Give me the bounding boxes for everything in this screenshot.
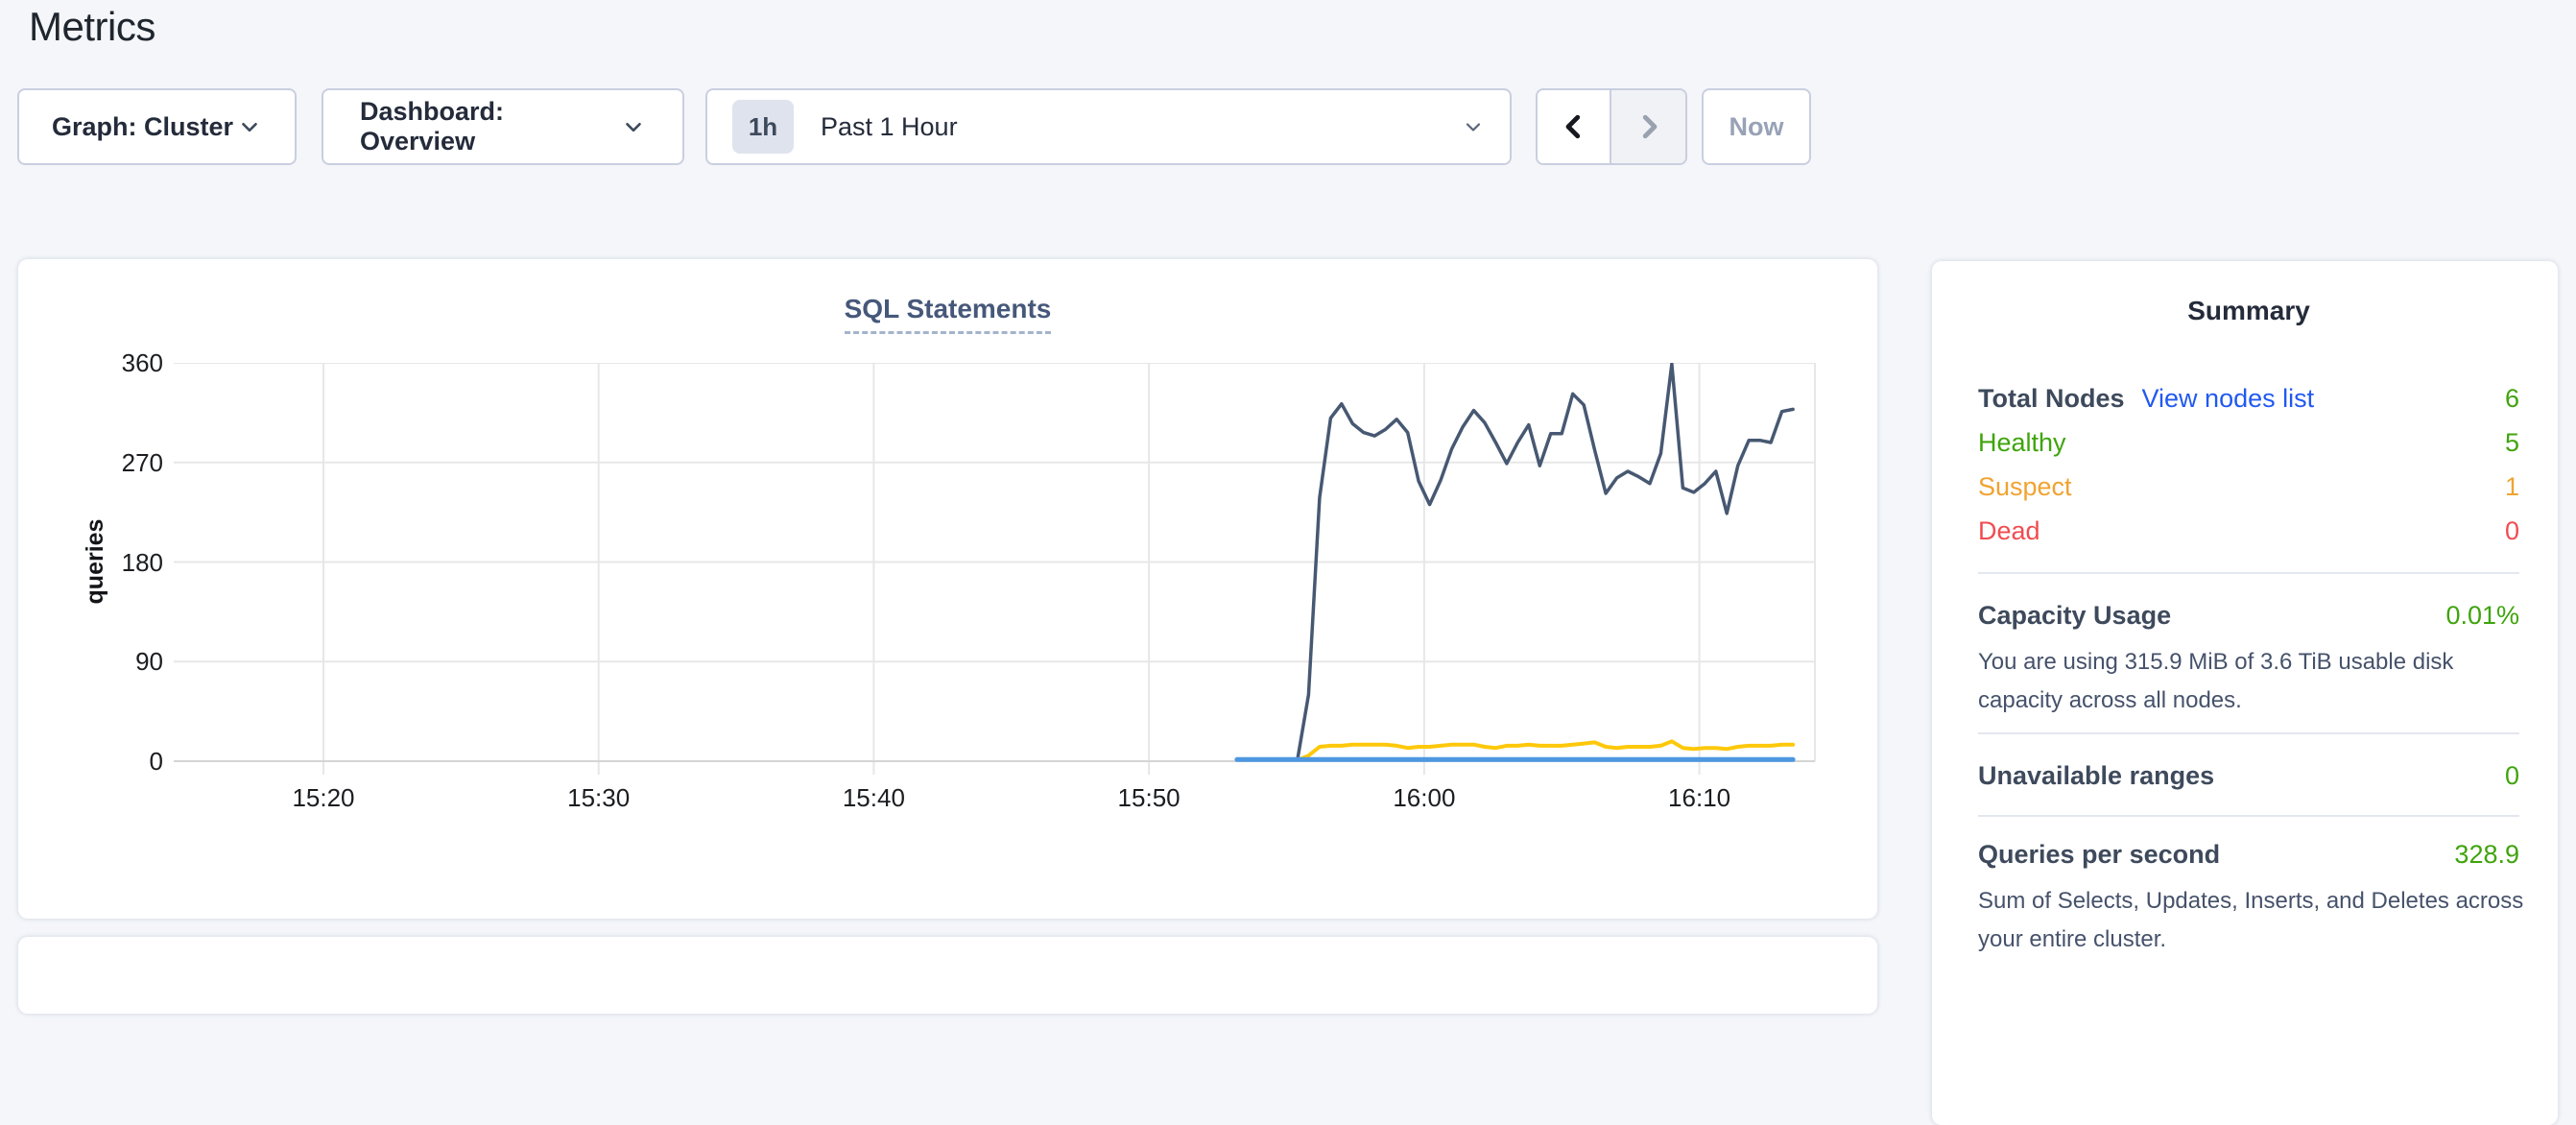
- x-tick-label: 15:40: [842, 783, 905, 812]
- divider: [1978, 815, 2519, 817]
- graph-dropdown-label: Graph: Cluster: [52, 111, 234, 141]
- chevron-left-icon: [1557, 109, 1591, 144]
- capacity-label: Capacity Usage: [1978, 601, 2172, 630]
- chevron-right-icon: [1632, 109, 1666, 144]
- time-range-label: Past 1 Hour: [821, 111, 958, 141]
- divider: [1978, 572, 2519, 574]
- qps-label: Queries per second: [1978, 840, 2221, 869]
- now-button-label: Now: [1729, 111, 1784, 141]
- y-tick-label: 90: [135, 647, 163, 677]
- line-chart-svg: [174, 363, 1816, 775]
- next-time-button[interactable]: [1611, 90, 1685, 163]
- page-title: Metrics: [29, 4, 155, 49]
- unavailable-ranges-row: Unavailable ranges 0: [1978, 759, 2519, 792]
- healthy-value: 5: [2504, 428, 2519, 457]
- y-tick-label: 180: [121, 547, 163, 577]
- x-tick-label: 15:20: [292, 783, 355, 812]
- total-nodes-row: Total Nodes View nodes list 6: [1978, 382, 2519, 415]
- dead-label: Dead: [1978, 516, 2040, 545]
- suspect-row: Suspect 1: [1978, 470, 2519, 503]
- time-range-picker[interactable]: 1h Past 1 Hour: [705, 88, 1512, 165]
- y-tick-label: 270: [121, 447, 163, 477]
- capacity-description: You are using 315.9 MiB of 3.6 TiB usabl…: [1978, 649, 2454, 713]
- chevron-down-icon: [237, 114, 262, 139]
- capacity-value: 0.01%: [2445, 601, 2519, 630]
- healthy-label: Healthy: [1978, 428, 2066, 457]
- y-tick-label: 360: [121, 348, 163, 377]
- chevron-down-icon: [1462, 115, 1485, 138]
- suspect-value: 1: [2504, 472, 2519, 501]
- dead-value: 0: [2504, 516, 2519, 545]
- series-yellow: [1296, 739, 1796, 762]
- y-tick-label: 0: [149, 747, 163, 776]
- x-tick-label: 16:10: [1668, 783, 1731, 812]
- now-button[interactable]: Now: [1702, 88, 1811, 165]
- total-nodes-value: 6: [2504, 384, 2519, 413]
- view-nodes-link[interactable]: View nodes list: [2141, 384, 2315, 413]
- summary-card: Summary Total Nodes View nodes list 6 He…: [1932, 261, 2558, 1125]
- time-range-arrows: [1536, 88, 1687, 165]
- qps-row: Queries per second 328.9: [1978, 838, 2519, 871]
- graph-dropdown[interactable]: Graph: Cluster: [17, 88, 297, 165]
- x-tick-label: 15:50: [1117, 783, 1181, 812]
- unavailable-ranges-value: 0: [2504, 761, 2519, 790]
- suspect-label: Suspect: [1978, 472, 2072, 501]
- unavailable-ranges-label: Unavailable ranges: [1978, 761, 2215, 790]
- healthy-row: Healthy 5: [1978, 426, 2519, 459]
- qps-value: 328.9: [2454, 840, 2519, 869]
- next-chart-card: [18, 937, 1877, 1014]
- prev-time-button[interactable]: [1538, 90, 1611, 163]
- series-dark-blue: [1296, 363, 1795, 761]
- dead-row: Dead 0: [1978, 515, 2519, 547]
- chevron-down-icon: [621, 114, 646, 139]
- chart-title[interactable]: SQL Statements: [844, 294, 1052, 334]
- sql-statements-chart-card: SQL Statements queries 0 90 180 270 360 15:20…: [18, 259, 1877, 919]
- capacity-row: Capacity Usage 0.01%: [1978, 599, 2519, 632]
- summary-title: Summary: [2187, 296, 2310, 325]
- total-nodes-label: Total Nodes: [1978, 384, 2125, 413]
- time-range-badge: 1h: [732, 100, 794, 154]
- x-tick-label: 16:00: [1393, 783, 1456, 812]
- divider: [1978, 732, 2519, 734]
- chart-title-wrap: SQL Statements: [18, 294, 1877, 334]
- x-tick-label: 15:30: [567, 783, 631, 812]
- dashboard-dropdown[interactable]: Dashboard: Overview: [322, 88, 684, 165]
- qps-description: Sum of Selects, Updates, Inserts, and De…: [1978, 888, 2524, 952]
- dashboard-dropdown-label: Dashboard: Overview: [360, 97, 505, 156]
